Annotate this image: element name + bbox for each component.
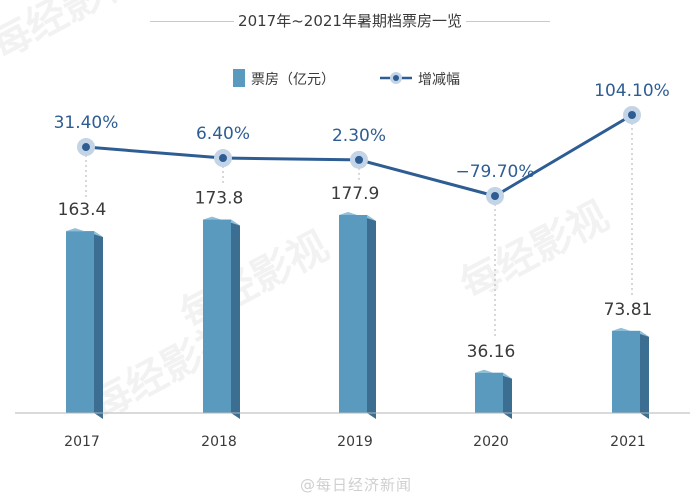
- guide-lines: [85, 123, 633, 339]
- bar: [339, 215, 367, 413]
- line-marker: [355, 155, 363, 164]
- legend-marker-dot: [393, 75, 399, 81]
- bar-top: [612, 327, 649, 337]
- legend-line-label: 增减幅: [418, 72, 460, 88]
- legend: 票房（亿元） 增减幅: [233, 69, 460, 88]
- bar: [475, 372, 503, 413]
- title-rule-right: [466, 21, 550, 22]
- line-marker: [628, 111, 636, 119]
- bar-value-label: 163.4: [58, 200, 107, 220]
- bar: [203, 219, 231, 413]
- line-marker: [491, 192, 499, 200]
- line-value-label: 6.40%: [196, 124, 250, 144]
- line-value-label: −79.70%: [455, 162, 534, 182]
- legend-bar-swatch: [233, 69, 245, 87]
- title-rule-left: [150, 21, 234, 22]
- bar-value-label: 73.81: [604, 300, 653, 320]
- line-value-label: 2.30%: [332, 126, 386, 146]
- bar-top: [66, 228, 103, 238]
- x-tick-label: 2019: [337, 434, 373, 450]
- x-tick-label: 2020: [473, 434, 509, 450]
- source-credit: @每日经济新闻: [300, 476, 413, 494]
- watermark-text: 每经影视: [173, 223, 336, 339]
- bar: [612, 330, 640, 413]
- x-axis: 2017 2018 2019 2020 2021: [15, 412, 690, 450]
- x-tick-label: 2021: [610, 434, 646, 450]
- legend-bar-label: 票房（亿元）: [251, 72, 335, 88]
- line-series: 31.40% 6.40% 2.30% −79.70% 104.10%: [54, 81, 670, 205]
- watermark-text: 每经影视: [453, 193, 616, 309]
- chart-title: 2017年~2021年暑期档票房一览: [238, 12, 462, 30]
- bar-side: [640, 330, 649, 419]
- bar-value-label: 173.8: [195, 189, 244, 209]
- bar-side: [367, 215, 376, 419]
- bar: [66, 231, 94, 413]
- bar-series: 163.4 173.8 177.9 36.16 73.81: [58, 184, 653, 419]
- line-marker: [219, 154, 227, 163]
- bar-side: [94, 231, 103, 419]
- bar-top: [203, 216, 240, 226]
- bar-top: [475, 369, 512, 379]
- bar-side: [231, 219, 240, 419]
- line-marker: [82, 143, 90, 152]
- x-tick-label: 2018: [201, 434, 237, 450]
- bar-value-label: 36.16: [467, 342, 516, 362]
- bar-value-label: 177.9: [331, 184, 380, 204]
- bar-top: [339, 212, 376, 221]
- line-value-label: 31.40%: [54, 113, 119, 133]
- x-tick-label: 2017: [64, 434, 100, 450]
- line-value-label: 104.10%: [594, 81, 670, 101]
- watermark-text: 每经影视: [0, 0, 146, 69]
- bar-side: [503, 372, 512, 419]
